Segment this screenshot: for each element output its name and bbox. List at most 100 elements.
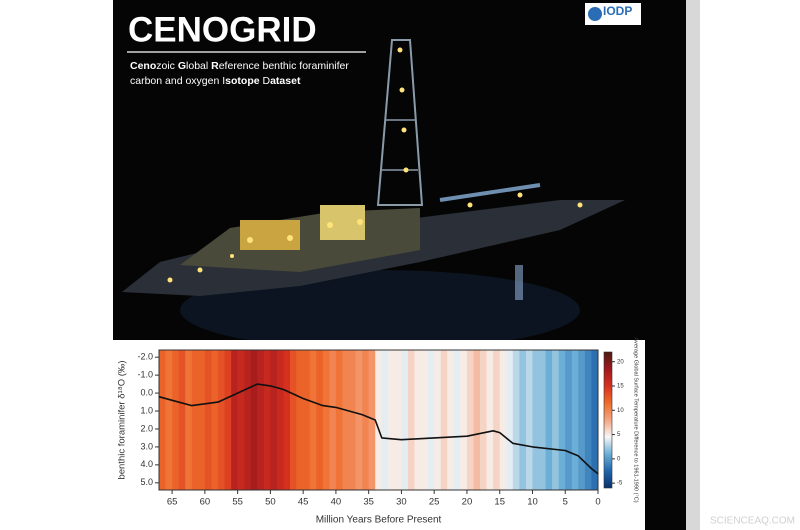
temperature-stripe	[244, 350, 252, 490]
temperature-stripe	[185, 350, 193, 490]
colorbar-tick-label: -5	[617, 481, 623, 487]
temperature-stripe	[506, 350, 514, 490]
temperature-stripe	[434, 350, 442, 490]
temperature-stripe	[211, 350, 219, 490]
pipe-rack	[439, 183, 541, 202]
temperature-stripe	[263, 350, 271, 490]
x-tick-label: 40	[331, 497, 342, 508]
colorbar-tick-label: 10	[617, 408, 624, 414]
temperature-stripe	[591, 350, 599, 490]
x-tick-label: 25	[429, 497, 440, 508]
y-tick-label: -2.0	[137, 352, 153, 362]
y-tick-label: 0.0	[140, 387, 153, 397]
x-tick-label: 0	[595, 497, 600, 508]
x-tick-label: 10	[527, 497, 538, 508]
temperature-stripe	[217, 350, 225, 490]
colorbar-tick-label: 5	[617, 432, 621, 438]
temperature-stripe	[375, 350, 383, 490]
temperature-stripe	[257, 350, 265, 490]
temperature-stripe	[545, 350, 553, 490]
watermark: SCIENCEAQ.COM	[710, 516, 795, 527]
y-axis-label: benthic foraminifer δ¹⁸O (‰)	[117, 360, 128, 479]
temperature-stripe	[421, 350, 428, 490]
colorbar-tick-label: 0	[617, 456, 621, 462]
temperature-stripe	[519, 350, 527, 490]
y-tick-label: 3.0	[140, 441, 153, 451]
temperature-stripe	[407, 350, 415, 490]
temperature-stripe	[525, 350, 533, 490]
temperature-stripe	[362, 350, 369, 490]
x-tick-label: 30	[396, 497, 407, 508]
temperature-stripe	[368, 350, 376, 490]
x-tick-label: 45	[298, 497, 309, 508]
temperature-stripe	[290, 350, 297, 490]
temperature-stripe	[539, 350, 546, 490]
temperature-stripe	[453, 350, 461, 490]
ship	[122, 39, 625, 350]
subtitle-segment: sotope	[225, 75, 262, 87]
temperature-stripe	[231, 350, 238, 490]
temperature-stripe	[303, 350, 311, 490]
logo-text: IODP	[603, 4, 632, 18]
temperature-stripe	[224, 350, 232, 490]
logo-mark	[588, 7, 602, 21]
temperature-stripe	[342, 350, 350, 490]
temperature-stripe	[584, 350, 592, 490]
temperature-stripe	[571, 350, 579, 490]
x-tick-label: 65	[167, 497, 178, 508]
temperature-stripe	[296, 350, 304, 490]
side-strip	[686, 0, 700, 530]
temperature-stripe	[493, 350, 501, 490]
subtitle-segment: R	[211, 60, 219, 72]
x-tick-label: 35	[363, 497, 374, 508]
temperature-stripe	[394, 350, 402, 490]
x-tick-label: 60	[200, 497, 211, 508]
y-tick-label: 5.0	[140, 477, 153, 487]
subtitle-segment: D	[263, 75, 271, 87]
temperature-stripe	[335, 350, 343, 490]
isotope-line	[158, 383, 599, 475]
x-tick-label: 15	[494, 497, 505, 508]
temperature-stripe	[447, 350, 455, 490]
x-tick-label: 50	[265, 497, 276, 508]
derrick	[376, 39, 424, 206]
temperature-stripe	[250, 350, 258, 490]
temperature-stripe	[322, 350, 330, 490]
temperature-stripe	[381, 350, 389, 490]
subtitle-segment: eference benthic foraminifer	[219, 60, 350, 72]
subtitle-segment: Ceno	[130, 60, 156, 72]
temperature-stripe	[552, 350, 559, 490]
temperature-stripe	[401, 350, 409, 490]
temperature-stripe	[165, 350, 173, 490]
temperature-stripe	[329, 350, 337, 490]
x-tick-label: 55	[232, 497, 243, 508]
subtitle-segment: lobal	[186, 60, 211, 72]
temperature-stripe	[460, 350, 468, 490]
temperature-stripe	[388, 350, 396, 490]
temperature-stripe	[349, 350, 356, 490]
lights	[167, 47, 583, 283]
temperature-stripe	[578, 350, 586, 490]
colorbar-tick-label: 15	[617, 384, 624, 390]
subtitle-segment: G	[178, 60, 186, 72]
temperature-stripe	[486, 350, 494, 490]
y-tick-label: 4.0	[140, 459, 153, 469]
x-tick-label: 5	[563, 497, 568, 508]
subtitle-segment: ataset	[270, 75, 301, 87]
temperature-stripe	[440, 350, 448, 490]
x-tick-label: 20	[462, 497, 473, 508]
temperature-stripe	[270, 350, 278, 490]
temperature-stripe	[558, 350, 566, 490]
subtitle-line: Cenozoic Global Reference benthic forami…	[130, 60, 349, 72]
colorbar-tick-label: 20	[617, 359, 624, 365]
plot-frame	[158, 349, 599, 491]
temperature-stripe	[473, 350, 481, 490]
temperature-stripe	[427, 350, 435, 490]
subtitle-segment: zoic	[156, 60, 178, 72]
temperature-stripe	[565, 350, 573, 490]
light-reflection	[515, 265, 523, 300]
temperature-stripe	[532, 350, 540, 490]
y-tick-label: 1.0	[140, 405, 153, 415]
